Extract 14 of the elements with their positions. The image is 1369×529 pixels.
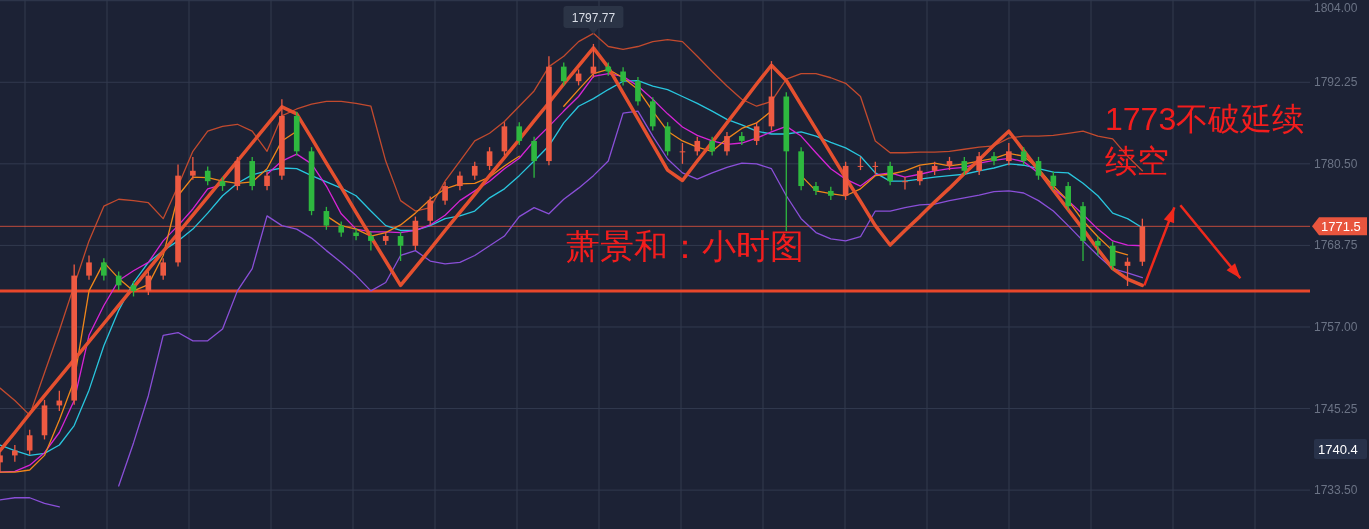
- y-tick-label: 1804.00: [1314, 1, 1358, 15]
- annotation: 萧景和：小时图: [566, 227, 804, 265]
- y-tick-label: 1745.25: [1314, 401, 1358, 416]
- y-tick-label: 1792.25: [1314, 75, 1358, 90]
- annotation: 1797.77: [571, 10, 616, 25]
- annotation: 1773不破延续续空: [1105, 101, 1305, 179]
- y-tick-label: 1768.75: [1314, 238, 1358, 253]
- y-tick-label: 1780.50: [1314, 156, 1358, 171]
- y-tick-label: 1733.50: [1314, 483, 1358, 498]
- ref-line-label: 1771.5: [1321, 219, 1361, 235]
- alert-label: 1740.4: [1314, 439, 1367, 459]
- y-tick-label: 1757.00: [1314, 319, 1358, 334]
- peak-label: 1797.77: [563, 5, 624, 34]
- price-label: 1771.5: [1312, 217, 1367, 236]
